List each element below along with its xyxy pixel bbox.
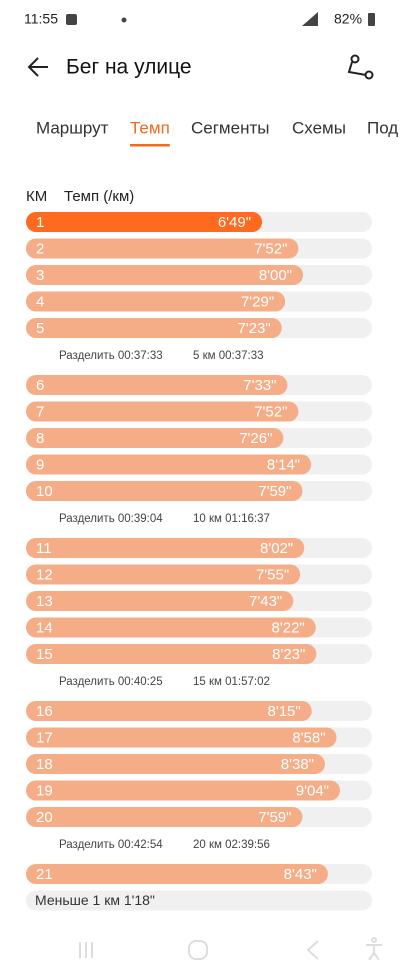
pace-bar: [26, 238, 299, 259]
km-label: 9: [36, 456, 44, 473]
km-label: 14: [36, 619, 53, 636]
pace-label: 8'58": [292, 729, 325, 746]
split-label: Разделить 00:39:04: [59, 513, 163, 525]
pace-bar: [26, 754, 325, 774]
km-label: 7: [36, 403, 44, 420]
column-header: КМ: [26, 188, 47, 205]
km-label: 19: [36, 782, 53, 799]
battery-icon: [368, 13, 375, 26]
split-label: Разделить 00:42:54: [59, 839, 163, 851]
status-battery: 82%: [334, 11, 362, 27]
pace-label: 7'52": [254, 240, 287, 257]
pace-label: 8'22": [272, 619, 305, 636]
tab-indicator: [130, 144, 170, 147]
tab[interactable]: Темп: [130, 118, 170, 137]
pace-bar: [26, 454, 312, 475]
pace-label: 8'15": [267, 703, 300, 720]
km-label: 12: [36, 566, 53, 583]
pace-bar: [26, 727, 337, 748]
pace-label: 7'33": [243, 377, 276, 394]
pace-label: 6'49": [218, 214, 251, 231]
pace-label: 8'02": [260, 540, 293, 557]
pace-bar: [26, 564, 301, 585]
pace-bar: [26, 538, 305, 558]
pace-bar: [26, 265, 304, 285]
status-icon: [121, 17, 127, 23]
tab[interactable]: Маршрут: [36, 118, 109, 137]
pace-bar: [26, 780, 340, 801]
signal-icon: [302, 12, 318, 26]
pace-label: 7'52": [254, 403, 287, 420]
pace-label: 8'23": [272, 646, 305, 663]
km-label: 17: [36, 729, 53, 746]
km-label: 2: [36, 240, 44, 257]
tab-bar: Маршрут Темп Сегменты Схемы Под: [36, 118, 398, 147]
pace-bar: [26, 291, 286, 312]
tab[interactable]: Под: [367, 118, 398, 137]
split-label: Разделить 00:40:25: [59, 676, 163, 688]
nav-bar: [79, 937, 382, 961]
tab[interactable]: Схемы: [292, 118, 346, 137]
km-label: 15: [36, 646, 53, 663]
pace-label: 7'23": [237, 320, 270, 337]
total-label: 10 км 01:16:37: [193, 513, 270, 525]
km-label: 8: [36, 430, 44, 447]
status-time: 11:55: [24, 11, 58, 27]
pace-bar: [26, 591, 294, 611]
pace-label: 7'55": [256, 566, 289, 583]
km-label: 21: [36, 866, 53, 883]
status-icon: [66, 14, 77, 25]
pace-label: 7'26": [239, 430, 272, 447]
pace-bar: [26, 428, 284, 448]
pace-label: 8'43": [284, 866, 317, 883]
pace-label: 8'38": [281, 756, 314, 773]
route-button[interactable]: [347, 54, 374, 80]
column-header: Темп (/км): [64, 188, 134, 205]
pace-bar: [26, 644, 317, 664]
pace-label: 8'00": [259, 267, 292, 284]
tab[interactable]: Сегменты: [191, 118, 269, 137]
km-label: 5: [36, 320, 44, 337]
pace-label: 8'14": [267, 456, 300, 473]
pace-table: КМ Темп (/км) 1 6'49" 2 7'52" 3 8'00" 4 7'29" 5 7…: [26, 188, 372, 911]
pace-label: 9'04": [296, 782, 329, 799]
total-label: 15 км 01:57:02: [193, 676, 270, 688]
pace-label: 7'43": [249, 593, 282, 610]
km-label: 6: [36, 377, 44, 394]
km-label: 10: [36, 483, 53, 500]
pace-bar: [26, 807, 303, 827]
km-label: 11: [36, 540, 52, 557]
pace-bar: [26, 617, 316, 638]
km-label: 16: [36, 703, 53, 720]
pace-bar: [26, 401, 299, 422]
pace-bar: [26, 212, 263, 232]
pace-bar: [26, 375, 288, 395]
km-label: 1: [36, 214, 44, 231]
pace-bar: [26, 481, 303, 501]
back-button[interactable]: [27, 57, 48, 77]
km-label: 18: [36, 756, 53, 773]
total-label: 20 км 02:39:56: [193, 839, 270, 851]
pace-label: 7'59": [258, 483, 291, 500]
pace-bar: [26, 864, 328, 884]
km-label: 4: [36, 293, 44, 310]
remainder-row: [26, 890, 372, 911]
split-label: Разделить 00:37:33: [59, 350, 163, 362]
pace-bar: [26, 701, 312, 721]
km-label: 3: [36, 267, 44, 284]
header-title: Бег на улице: [66, 56, 192, 79]
pace-label: 7'29": [241, 293, 274, 310]
km-label: 13: [36, 593, 53, 610]
remainder-label: Меньше 1 км 1'18": [35, 892, 155, 908]
pace-label: 7'59": [258, 809, 291, 826]
pace-bar: [26, 318, 282, 338]
total-label: 5 км 00:37:33: [193, 350, 264, 362]
km-label: 20: [36, 809, 53, 826]
